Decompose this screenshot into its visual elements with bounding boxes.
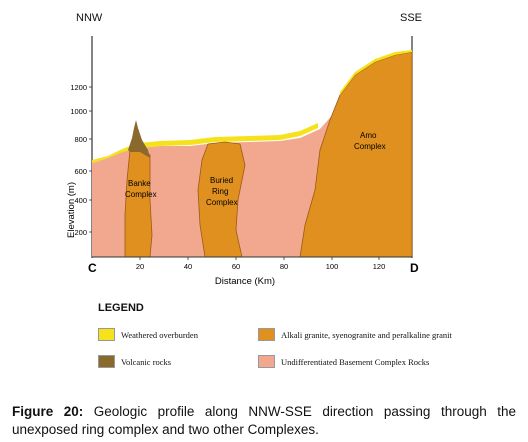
legend-label-overburden: Weathered overburden	[121, 329, 198, 340]
caption-label: Figure 20:	[12, 404, 84, 419]
legend-swatch-volcanic	[98, 355, 115, 368]
y-axis-ticks: 1200 1000 800 600 400 200	[70, 83, 92, 237]
profile-section: 1200 1000 800 600 400 200 20 40 60 80 100 120 Elev…	[66, 36, 419, 287]
volcanic-rocks-cap	[128, 120, 150, 158]
legend-swatch-overburden	[98, 328, 115, 341]
y-tick-label: 600	[74, 167, 87, 176]
x-tick-label: 100	[326, 262, 339, 271]
x-tick-label: 120	[373, 262, 386, 271]
legend-item-granite: Alkali granite, syenogranite and peralka…	[258, 328, 452, 341]
banke-label-line2: Complex	[125, 190, 157, 199]
y-tick-label: 200	[74, 228, 87, 237]
y-tick-label: 800	[74, 135, 87, 144]
legend-label-basement: Undifferentiated Basement Complex Rocks	[281, 356, 430, 367]
direction-label-sse: SSE	[400, 12, 423, 24]
legend-swatch-granite	[258, 328, 275, 341]
legend-item-basement: Undifferentiated Basement Complex Rocks	[258, 355, 429, 368]
x-tick-label: 20	[136, 262, 144, 271]
x-axis-label: Distance (Km)	[215, 276, 275, 287]
x-axis-ticks: 20 40 60 80 100 120	[136, 257, 385, 271]
figure-caption: Figure 20: Geologic profile along NNW-SS…	[12, 403, 516, 439]
buried-ring-granite-body	[197, 141, 246, 258]
x-tick-label: 80	[280, 262, 288, 271]
x-tick-label: 60	[232, 262, 240, 271]
legend-title: LEGEND	[98, 302, 144, 314]
direction-label-nnw: NNW	[76, 12, 103, 24]
endpoint-c: C	[88, 261, 97, 275]
amo-label-line2: Complex	[354, 142, 386, 151]
amo-label-line1: Amo	[360, 131, 377, 140]
legend-label-granite: Alkali granite, syenogranite and peralka…	[281, 329, 452, 340]
y-axis-label: Elevation (m)	[66, 182, 77, 238]
amo-overburden	[340, 50, 412, 95]
legend-item-volcanic: Volcanic rocks	[98, 355, 171, 368]
legend-item-overburden: Weathered overburden	[98, 328, 198, 341]
y-tick-label: 1000	[70, 107, 87, 116]
endpoint-d: D	[410, 261, 419, 275]
buried-label-line3: Complex	[206, 198, 238, 207]
banke-label-line1: Banke	[128, 179, 151, 188]
x-tick-label: 40	[184, 262, 192, 271]
weathered-overburden	[92, 123, 318, 163]
banke-granite-body	[124, 147, 153, 258]
y-tick-label: 400	[74, 196, 87, 205]
buried-label-line2: Ring	[212, 187, 228, 196]
y-tick-label: 1200	[70, 83, 87, 92]
legend-label-volcanic: Volcanic rocks	[121, 356, 172, 367]
legend-swatch-basement	[258, 355, 275, 368]
buried-label-line1: Buried	[210, 176, 233, 185]
caption-text: Geologic profile along NNW-SSE direction…	[12, 404, 517, 437]
